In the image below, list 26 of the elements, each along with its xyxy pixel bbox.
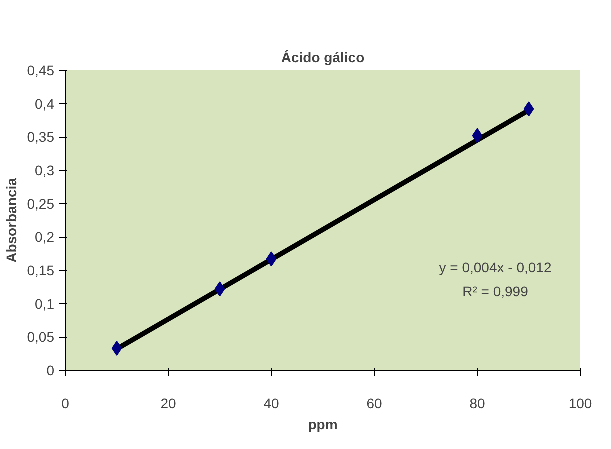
annotation: y = 0,004x - 0,012 (439, 260, 552, 276)
x-tick-label: 60 (366, 396, 382, 412)
y-tick-label: 0,1 (35, 296, 55, 312)
point (472, 128, 483, 144)
y-tick-label: 0,45 (27, 62, 55, 78)
chart-title: Ácido gálico (281, 50, 365, 66)
x-axis-title: ppm (308, 416, 338, 432)
y-tick-label: 0,25 (27, 196, 55, 212)
y-axis-title: Absorbancia (3, 178, 20, 263)
annotation: R² = 0,999 (462, 284, 529, 300)
y-tick-label: 0,35 (27, 129, 55, 146)
y-tick-label: 0,15 (27, 262, 55, 278)
y-tick-label: 0,4 (35, 96, 55, 112)
y-tick-label: 0,3 (35, 162, 55, 178)
x-tick-label: 100 (568, 396, 592, 412)
y-tick-label: 0,05 (27, 329, 55, 346)
x-tick-label: 80 (470, 396, 486, 412)
point (266, 252, 277, 267)
point (524, 102, 534, 117)
y-tick-label: 0 (46, 362, 55, 378)
y-tick-label: 0,2 (35, 229, 55, 246)
x-tick-label: 0 (62, 396, 70, 412)
point (112, 341, 122, 356)
point (214, 282, 226, 297)
x-tick-label: 40 (264, 396, 280, 412)
x-tick-label: 20 (160, 396, 176, 412)
